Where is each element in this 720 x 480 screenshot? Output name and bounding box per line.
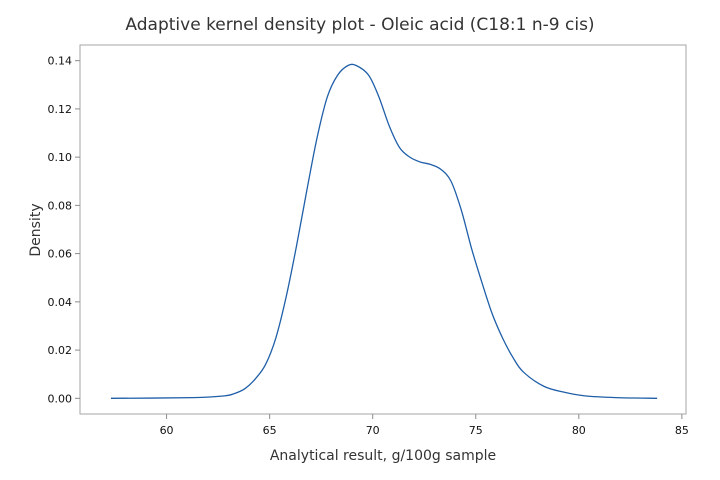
x-tick-label: 75: [469, 424, 483, 437]
x-tick-label: 65: [263, 424, 277, 437]
density-curve: [110, 63, 658, 399]
y-tick-label: 0.04: [48, 296, 73, 309]
x-tick-label: 60: [160, 424, 174, 437]
x-tick-label: 85: [675, 424, 689, 437]
y-tick-label: 0.00: [48, 392, 73, 405]
y-tick-label: 0.12: [48, 103, 73, 116]
x-axis-label: Analytical result, g/100g sample: [270, 448, 496, 464]
y-axis-label: Density: [28, 203, 44, 256]
y-axis-ticks: 0.00 0.02 0.04 0.06 0.08 0.10 0.12 0.14: [48, 55, 80, 405]
x-tick-label: 70: [366, 424, 380, 437]
y-tick-label: 0.08: [48, 199, 73, 212]
y-tick-label: 0.02: [48, 344, 73, 357]
x-axis-ticks: 60 65 70 75 80 85: [160, 414, 689, 437]
chart-title: Adaptive kernel density plot - Oleic aci…: [125, 15, 594, 35]
y-tick-label: 0.14: [48, 55, 73, 68]
x-tick-label: 80: [572, 424, 586, 437]
plot-area-frame: [79, 44, 687, 415]
y-tick-label: 0.06: [48, 248, 73, 261]
y-tick-label: 0.10: [48, 151, 73, 164]
